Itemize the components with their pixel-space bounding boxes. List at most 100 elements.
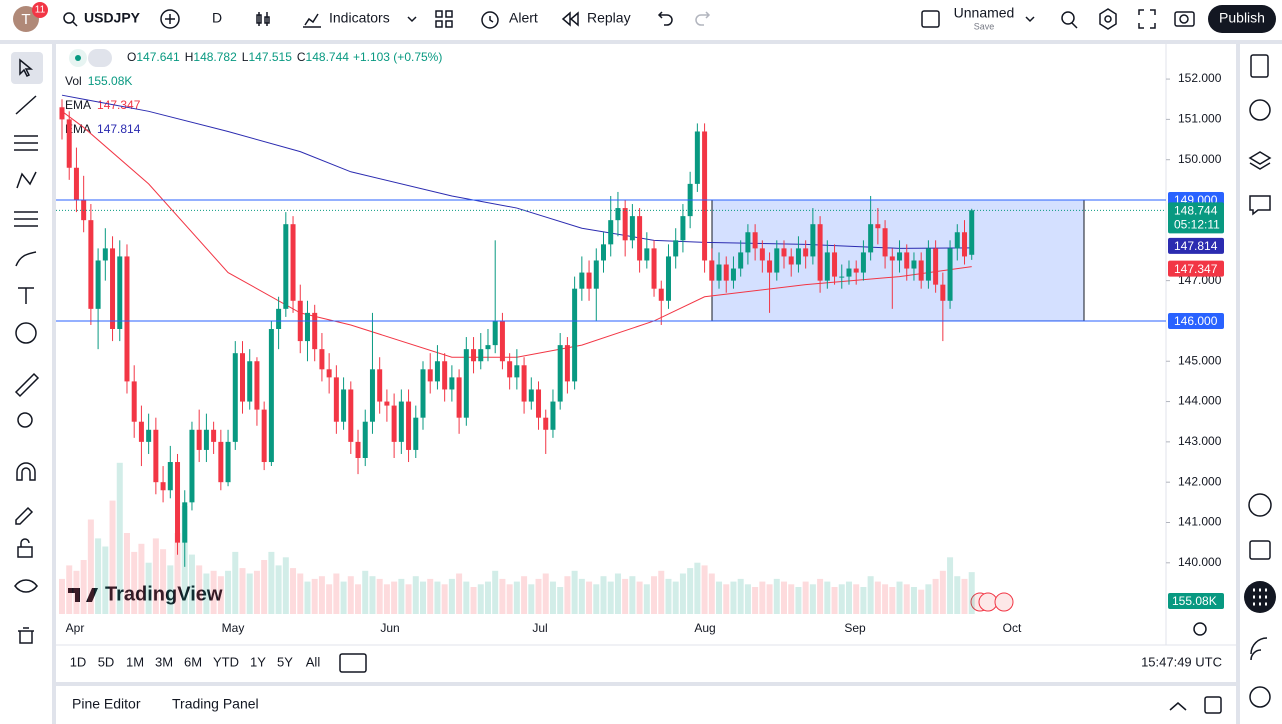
- alert-icon[interactable]: [481, 11, 499, 29]
- candle-body: [276, 308, 282, 329]
- fib-tool[interactable]: [14, 135, 38, 151]
- badge-count: 11: [35, 5, 46, 16]
- range-button[interactable]: 1M: [126, 654, 144, 669]
- candle-body: [572, 288, 578, 382]
- layouts-icon[interactable]: [435, 10, 453, 28]
- visibility-tool[interactable]: [14, 579, 38, 593]
- range-button[interactable]: 1Y: [250, 654, 266, 669]
- y-tick-label: 145.000: [1178, 353, 1222, 367]
- collapse-panel[interactable]: [1169, 702, 1187, 711]
- replay[interactable]: Replay: [587, 10, 631, 26]
- candle-body: [110, 248, 116, 329]
- indicators[interactable]: Indicators: [329, 10, 390, 26]
- candle-body: [723, 264, 729, 281]
- volume-bar: [708, 573, 715, 614]
- stream[interactable]: [1250, 637, 1268, 661]
- volume-bar: [152, 538, 159, 614]
- range-button[interactable]: 3M: [155, 654, 173, 669]
- publish-button[interactable]: [1208, 5, 1276, 33]
- alert[interactable]: Alert: [509, 10, 538, 26]
- snapshot[interactable]: [1174, 11, 1195, 27]
- volume-bar: [463, 581, 470, 614]
- candle-body: [254, 361, 260, 410]
- volume-bar: [845, 581, 852, 614]
- event-flag[interactable]: [994, 592, 1014, 612]
- candle-body: [268, 329, 274, 463]
- volume-bar: [210, 570, 217, 614]
- volume-bar: [809, 584, 816, 614]
- volume-bar: [947, 557, 954, 614]
- delete-tool[interactable]: [18, 627, 34, 644]
- products: [1253, 588, 1267, 606]
- target[interactable]: [1248, 493, 1272, 517]
- alerts-panel[interactable]: [1249, 99, 1271, 121]
- indicators-icon[interactable]: [303, 13, 321, 28]
- search-icon[interactable]: [63, 12, 75, 24]
- interval[interactable]: D: [212, 10, 222, 26]
- price-tag: [1168, 312, 1224, 329]
- candle-body: [536, 389, 542, 418]
- forecast-tool[interactable]: [14, 211, 38, 227]
- panel-tab[interactable]: Trading Panel: [172, 696, 259, 712]
- chevron[interactable]: [407, 16, 417, 23]
- magnet-tool[interactable]: [16, 462, 36, 481]
- candle-body: [478, 349, 484, 362]
- range-button[interactable]: 1D: [70, 654, 87, 669]
- candle-body: [608, 220, 614, 245]
- volume-bar: [557, 587, 564, 614]
- date-range[interactable]: [339, 653, 367, 673]
- publish: Publish: [1219, 10, 1265, 26]
- volume-bar: [593, 584, 600, 614]
- volume-bar: [253, 570, 260, 614]
- range-button[interactable]: 6M: [184, 654, 202, 669]
- replay-icon[interactable]: [561, 11, 579, 27]
- measure-tool[interactable]: [14, 372, 40, 398]
- candle-body: [384, 401, 390, 406]
- volume-bar: [831, 587, 838, 614]
- trend-line-tool[interactable]: [15, 95, 37, 115]
- chats[interactable]: [1249, 195, 1271, 216]
- brush-tool[interactable]: [15, 251, 37, 267]
- save[interactable]: Save: [974, 21, 995, 31]
- settings[interactable]: [1099, 8, 1117, 30]
- volume-bar: [355, 584, 362, 614]
- layout-icon[interactable]: [921, 10, 940, 28]
- symbol[interactable]: USDJPY: [84, 10, 141, 26]
- calendar[interactable]: [1249, 540, 1271, 560]
- range-button[interactable]: 5D: [98, 654, 115, 669]
- range-button[interactable]: YTD: [213, 654, 239, 669]
- volume-bar: [781, 581, 787, 614]
- zoom-tool[interactable]: [17, 412, 33, 428]
- volume-bar: [968, 572, 975, 614]
- candle-body: [362, 421, 368, 458]
- watchlist[interactable]: [1250, 54, 1269, 78]
- layout-name[interactable]: Unnamed: [954, 5, 1015, 21]
- add-symbol[interactable]: [160, 9, 180, 29]
- lock-tool[interactable]: [17, 546, 33, 558]
- x-tick-label: Jul: [532, 621, 547, 635]
- volume-bar: [203, 573, 210, 614]
- cursor-tool[interactable]: [19, 58, 34, 78]
- undo[interactable]: [657, 11, 673, 26]
- range-button[interactable]: All: [306, 654, 321, 669]
- volume-bar: [629, 576, 636, 614]
- text-tool[interactable]: [18, 287, 34, 304]
- panel-tab[interactable]: Pine Editor: [72, 696, 141, 712]
- help[interactable]: [1249, 686, 1271, 708]
- volume-bar: [123, 533, 130, 614]
- data-window[interactable]: [1248, 151, 1272, 170]
- candle-body: [557, 345, 563, 402]
- range-button[interactable]: 5Y: [277, 654, 293, 669]
- quick-search[interactable]: [1061, 11, 1075, 25]
- event-flag[interactable]: [978, 592, 998, 612]
- fullscreen[interactable]: [1138, 9, 1156, 29]
- candle-body: [369, 369, 375, 422]
- chart-type[interactable]: [256, 12, 270, 26]
- icon-tool[interactable]: [15, 322, 37, 344]
- lock-drawing-tool[interactable]: [15, 506, 34, 525]
- chevron[interactable]: [1025, 16, 1035, 23]
- redo[interactable]: [695, 11, 711, 26]
- pattern-tool[interactable]: [16, 171, 37, 189]
- maximize-panel[interactable]: [1204, 696, 1222, 714]
- axis-settings[interactable]: [1193, 622, 1207, 636]
